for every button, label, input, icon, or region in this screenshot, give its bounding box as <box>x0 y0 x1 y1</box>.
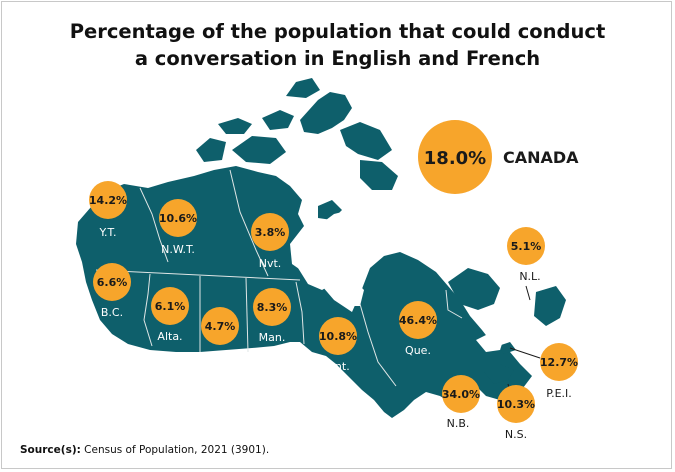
label-ont: Ont. <box>326 360 349 373</box>
bubble-sask: 4.7% Sask. <box>201 307 239 363</box>
bubble-nwt-circle <box>159 199 197 237</box>
provincial-borders <box>95 169 463 387</box>
island-baffin <box>300 92 352 134</box>
bubble-bc-circle <box>93 263 131 301</box>
pei-land <box>498 342 516 354</box>
bubble-alta-value: 6.1% <box>155 300 186 313</box>
source-label: Source(s): <box>20 444 81 456</box>
bubble-man: 8.3% Man. <box>253 288 291 344</box>
james-bay <box>348 282 364 306</box>
bubble-sask-value: 4.7% <box>205 320 236 333</box>
label-nl: N.L. <box>519 270 540 283</box>
bubble-bc-value: 6.6% <box>97 276 128 289</box>
bubble-bc: 6.6% B.C. <box>93 263 131 319</box>
border-yt-nwt <box>139 187 169 263</box>
bubble-nb-value: 34.0% <box>442 388 480 401</box>
bubble-yt-value: 14.2% <box>89 194 127 207</box>
canada-value: 18.0% <box>424 148 486 169</box>
map-title: Percentage of the population that could … <box>0 18 675 72</box>
island-victoria <box>232 136 286 164</box>
border-que-nl <box>445 289 463 319</box>
border-bc-alta <box>143 273 153 347</box>
bubble-nvt-circle <box>251 213 289 251</box>
nova-scotia-land <box>484 364 514 384</box>
map-title-line1: Percentage of the population that could … <box>69 20 606 43</box>
bubble-yt-circle <box>89 181 127 219</box>
bubble-nb: 34.0% N.B. <box>442 375 480 430</box>
label-sask: Sask. <box>205 350 234 363</box>
bubble-nvt: 3.8% Nvt. <box>251 213 289 270</box>
label-alta: Alta. <box>157 330 182 343</box>
map-title-line2: a conversation in English and French <box>134 47 541 70</box>
label-ns: N.S. <box>505 428 527 441</box>
bubble-nwt: 10.6% N.W.T. <box>159 199 197 256</box>
label-nvt: Nvt. <box>259 257 282 270</box>
island-devon <box>262 110 294 130</box>
bubble-ont-circle <box>319 317 357 355</box>
bubble-nwt-value: 10.6% <box>159 212 197 225</box>
newfoundland-island <box>534 286 566 326</box>
bubble-ns-circle <box>497 385 535 423</box>
bubble-alta-circle <box>151 287 189 325</box>
bubble-ont: 10.8% Ont. <box>319 317 357 373</box>
source-note: Source(s): Census of Population, 2021 (3… <box>20 444 269 456</box>
bubble-que-circle <box>399 301 437 339</box>
region-bubbles: 14.2% Y.T. 10.6% N.W.T. 3.8% Nvt. 6.6% B… <box>89 181 578 441</box>
label-que: Que. <box>405 344 431 357</box>
bubble-pei-value: 12.7% <box>540 356 578 369</box>
border-ont-que <box>359 303 397 387</box>
label-man: Man. <box>259 331 286 344</box>
bubble-sask-circle <box>201 307 239 345</box>
leader-pei <box>509 347 541 359</box>
source-text: Census of Population, 2021 (3901). <box>84 444 270 456</box>
island-melville <box>218 118 252 134</box>
bubble-pei-circle <box>540 343 578 381</box>
island-ellesmere <box>286 78 320 98</box>
bubble-nb-circle <box>442 375 480 413</box>
bubble-nl-circle <box>507 227 545 265</box>
bubble-nl-value: 5.1% <box>511 240 542 253</box>
label-yt: Y.T. <box>99 226 117 239</box>
canada-bubble-circle <box>418 120 492 194</box>
bubble-ns: 10.3% N.S. <box>497 385 535 441</box>
hudson-bay <box>298 210 364 290</box>
bubble-que: 46.4% Que. <box>399 301 437 357</box>
leader-nl <box>525 285 531 301</box>
border-sask-man <box>245 277 249 353</box>
label-nb: N.B. <box>447 417 470 430</box>
bubble-ont-value: 10.8% <box>319 330 357 343</box>
canada-bubble: 18.0% CANADA <box>418 120 579 194</box>
label-bc: B.C. <box>101 306 123 319</box>
island-banks <box>196 138 226 162</box>
island-northeast <box>340 122 392 160</box>
border-nwt-nvt <box>229 169 269 277</box>
canada-label: CANADA <box>503 148 579 167</box>
bubble-nvt-value: 3.8% <box>255 226 286 239</box>
bubble-yt: 14.2% Y.T. <box>89 181 127 239</box>
bubble-man-circle <box>253 288 291 326</box>
bubble-man-value: 8.3% <box>257 301 288 314</box>
label-nwt: N.W.T. <box>161 243 195 256</box>
label-pei: P.E.I. <box>546 387 572 400</box>
bubble-nl: 5.1% N.L. <box>507 227 545 283</box>
arctic-islands <box>196 78 398 220</box>
labrador <box>448 268 500 310</box>
bubble-que-value: 46.4% <box>399 314 437 327</box>
border-60th-parallel <box>95 269 301 281</box>
bubble-alta: 6.1% Alta. <box>151 287 189 343</box>
bubble-ns-value: 10.3% <box>497 398 535 411</box>
border-man-ont <box>295 281 305 345</box>
bubble-pei: 12.7% P.E.I. <box>540 343 578 400</box>
island-baffin-south <box>360 160 398 190</box>
gulf-st-lawrence <box>476 332 504 352</box>
